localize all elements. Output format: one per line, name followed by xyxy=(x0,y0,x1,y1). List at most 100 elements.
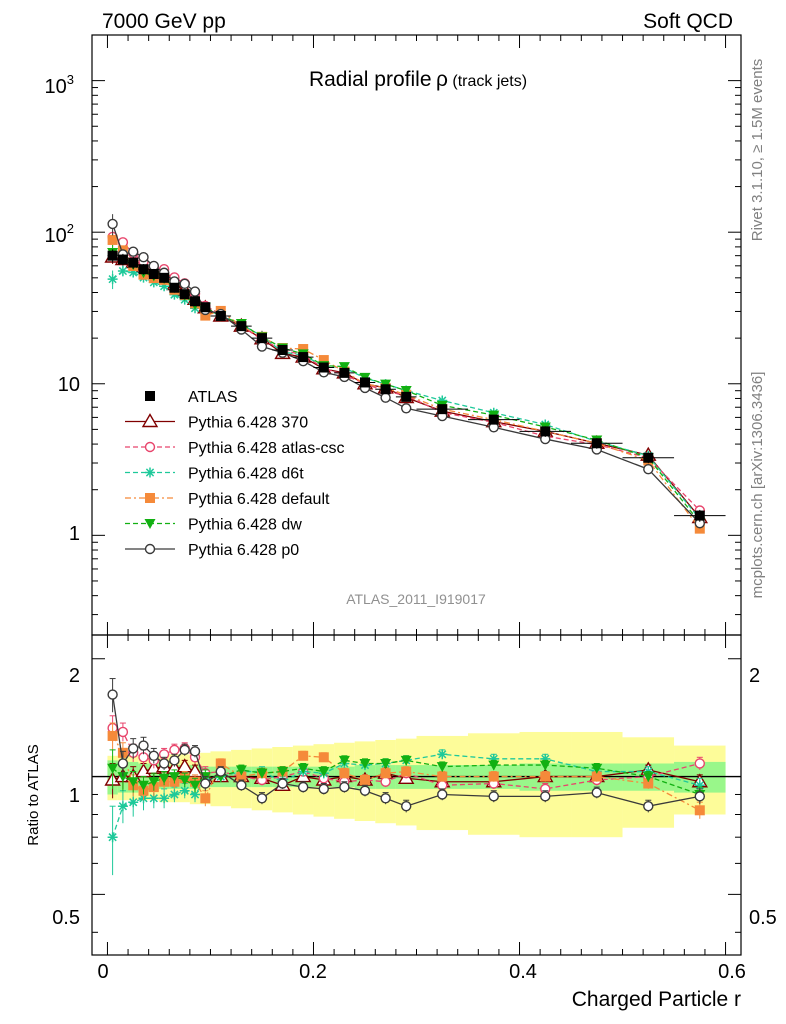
series-2-point-ratio-5 xyxy=(159,793,170,804)
legend-marker-5 xyxy=(144,519,156,529)
series-4-point-ratio-3 xyxy=(138,780,150,791)
series-5-point-ratio-21 xyxy=(488,791,499,802)
series-5-point-ratio-6 xyxy=(169,755,180,766)
data-point-13 xyxy=(277,345,288,356)
data-point-22 xyxy=(540,426,551,437)
data-point-1 xyxy=(117,254,128,265)
legend-marker-2 xyxy=(144,441,156,453)
series-4-point-ratio-20 xyxy=(436,762,448,773)
series-4-point-ratio-24 xyxy=(642,772,654,783)
series-1-point-ratio-18 xyxy=(380,776,391,787)
legend-label-6: Pythia 6.428 p0 xyxy=(188,542,299,559)
series-4-point-ratio-22 xyxy=(539,760,551,771)
series-4-point-ratio-21 xyxy=(488,760,500,771)
series-5-point-ratio-4 xyxy=(148,750,160,761)
plot-title-main: Radial profile xyxy=(309,68,432,91)
header-left: 7000 GeV pp xyxy=(102,10,226,33)
series-5-point-top-12 xyxy=(256,341,268,352)
series-3-point-ratio-20 xyxy=(437,771,448,782)
series-3-point-top-0 xyxy=(107,234,118,245)
data-point-7 xyxy=(179,289,190,300)
data-point-25 xyxy=(694,510,705,521)
legend-entry-0: ATLAS xyxy=(145,389,238,406)
legend-entry-5: Pythia 6.428 dw xyxy=(125,517,302,534)
series-4-point-ratio-8 xyxy=(189,780,201,791)
legend-label-2: Pythia 6.428 atlas-csc xyxy=(188,440,345,457)
series-2-point-ratio-7 xyxy=(179,785,190,796)
series-4-point-ratio-16 xyxy=(338,755,350,766)
series-4-point-ratio-2 xyxy=(127,777,139,788)
series-5-point-ratio-0 xyxy=(107,689,118,700)
series-3-point-ratio-25 xyxy=(694,805,705,816)
series-2-point-ratio-0 xyxy=(107,832,118,843)
series-1-line-top xyxy=(112,236,701,511)
series-5-point-ratio-13 xyxy=(277,778,288,789)
x-tick-labels: 0 0.2 0.4 0.6 xyxy=(97,961,745,983)
series-5-point-ratio-25 xyxy=(694,791,705,802)
series-4-point-ratio-17 xyxy=(359,758,371,769)
series-3-point-ratio-17 xyxy=(359,774,370,785)
legend: ATLAS Pythia 6.428 370 Pythia 6.428 atlas-… xyxy=(125,389,345,559)
top-y-tick-labels: 1 10 102 103 xyxy=(45,72,80,545)
legend-label-0: ATLAS xyxy=(188,389,238,406)
header-right: Soft QCD xyxy=(643,10,733,33)
series-2-point-ratio-1 xyxy=(117,801,128,812)
series-3-point-ratio-0 xyxy=(107,730,118,741)
series-4-point-ratio-0 xyxy=(107,763,119,774)
series-5-point-ratio-16 xyxy=(339,781,350,793)
data-series xyxy=(107,249,726,522)
series-5-point-ratio-11 xyxy=(236,780,247,791)
data-point-20 xyxy=(437,404,448,415)
data-point-9 xyxy=(200,302,211,313)
data-point-0 xyxy=(107,250,118,261)
series-2-point-ratio-6 xyxy=(169,789,180,800)
series-3-point-ratio-10 xyxy=(215,758,226,769)
series-3-point-ratio-23 xyxy=(591,771,602,782)
series-4-point-ratio-14 xyxy=(297,763,309,774)
series-5-point-ratio-23 xyxy=(591,787,602,798)
series-3-point-ratio-9 xyxy=(200,793,211,804)
top-ytick-1: 1 xyxy=(69,523,80,545)
ratio-ytick-2-right: 2 xyxy=(749,665,760,687)
series-1-point-ratio-6 xyxy=(169,744,180,756)
xtick-0.6: 0.6 xyxy=(718,961,746,983)
series-5-point-top-18 xyxy=(380,392,391,403)
series-4-point-ratio-4 xyxy=(148,777,160,788)
series-1 xyxy=(107,230,705,795)
plot-title-symbol: ρ xyxy=(436,68,448,91)
legend-entry-1: Pythia 6.428 370 xyxy=(125,413,308,432)
series-5-point-top-8 xyxy=(189,286,201,297)
series-2-point-ratio-4 xyxy=(148,793,159,804)
series-2-point-top-20 xyxy=(437,395,448,406)
legend-entry-4: Pythia 6.428 default xyxy=(125,491,330,508)
series-5-point-top-0 xyxy=(107,218,118,230)
legend-marker-6 xyxy=(144,543,156,555)
series-5-point-ratio-24 xyxy=(643,801,654,812)
xtick-0.2: 0.2 xyxy=(299,961,327,983)
series-5-point-ratio-20 xyxy=(437,789,448,800)
series-4-point-top-16 xyxy=(338,362,350,373)
series-5-point-ratio-9 xyxy=(200,778,211,789)
series-5-point-top-19 xyxy=(400,403,412,414)
series-layer xyxy=(104,214,726,876)
data-point-23 xyxy=(591,438,602,449)
ratio-ytick-0.5-left: 0.5 xyxy=(52,907,80,929)
plot-title-sub: (track jets) xyxy=(452,73,527,90)
series-5-point-ratio-12 xyxy=(256,793,268,804)
series-4-point-ratio-6 xyxy=(168,772,180,783)
data-point-16 xyxy=(339,367,350,378)
series-4-point-ratio-11 xyxy=(235,765,247,776)
x-axis-label: Charged Particle r xyxy=(572,988,741,1011)
series-3-point-ratio-18 xyxy=(380,768,391,779)
series-5-point-top-2 xyxy=(128,246,139,257)
series-1-point-ratio-1 xyxy=(117,726,129,738)
series-5-point-ratio-1 xyxy=(117,758,129,769)
data-point-24 xyxy=(643,452,654,463)
series-3-point-ratio-15 xyxy=(318,752,329,763)
series-5-point-ratio-15 xyxy=(318,783,329,795)
data-point-2 xyxy=(128,257,139,268)
series-3-point-top-9 xyxy=(200,310,211,321)
data-point-5 xyxy=(159,272,170,283)
plot-title: Radial profile ρ (track jets) xyxy=(309,68,527,91)
data-point-21 xyxy=(488,414,499,425)
